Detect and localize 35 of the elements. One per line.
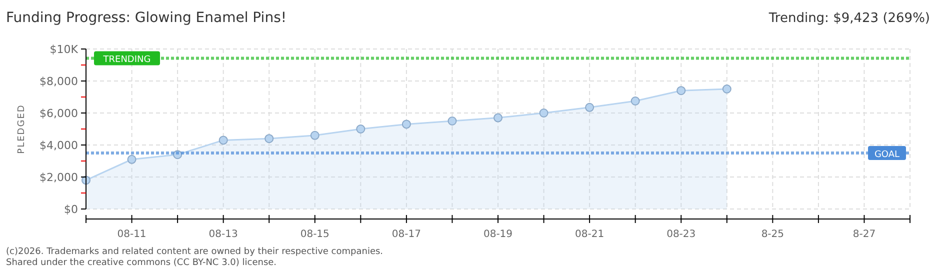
y-tick-label: $10K: [50, 43, 79, 56]
chart-title: Funding Progress: Glowing Enamel Pins!: [6, 10, 286, 26]
point: [539, 108, 548, 118]
point: [264, 134, 274, 144]
x-tick-label: 8-25: [761, 229, 784, 240]
point: [448, 116, 457, 126]
point: [127, 154, 136, 164]
text: Shared under the creative commons (CC BY-NC 3.0) license.: [6, 258, 277, 268]
chart-subtitle: Trending: $9,423 (269%): [768, 11, 930, 26]
x-tick-label: 08-19: [483, 229, 513, 240]
x-tick-label: 8-27: [852, 229, 876, 240]
y-tick-label: $0: [64, 203, 78, 216]
point: [585, 102, 594, 112]
y-axis-title: PLEDGED: [17, 104, 27, 154]
x-tick-label: 08-23: [666, 229, 696, 240]
x-tick-label: 08-13: [208, 229, 238, 240]
point: [218, 136, 228, 145]
ref-line-label: GOAL: [874, 150, 900, 160]
point: [494, 113, 502, 122]
y-tick-label: $8,000: [40, 75, 78, 88]
text: (c)2026. Trademarks and related content are owned by their respective companies.: [6, 247, 384, 257]
y-tick-label: $6,000: [40, 107, 78, 120]
point: [722, 84, 732, 94]
point: [356, 124, 366, 134]
x-tick-label: 08-17: [392, 229, 421, 240]
x-tick-label: 08-21: [575, 229, 604, 240]
x-tick-label: 08-11: [117, 229, 146, 240]
ref-line-label: TRENDING: [102, 55, 151, 66]
y-tick-label: $2,000: [40, 171, 78, 184]
x-tick-label: 08-15: [300, 229, 330, 240]
y-tick-label: $4,000: [40, 139, 78, 152]
point: [310, 130, 320, 140]
point: [676, 86, 686, 96]
point: [630, 96, 640, 106]
point: [402, 120, 411, 129]
